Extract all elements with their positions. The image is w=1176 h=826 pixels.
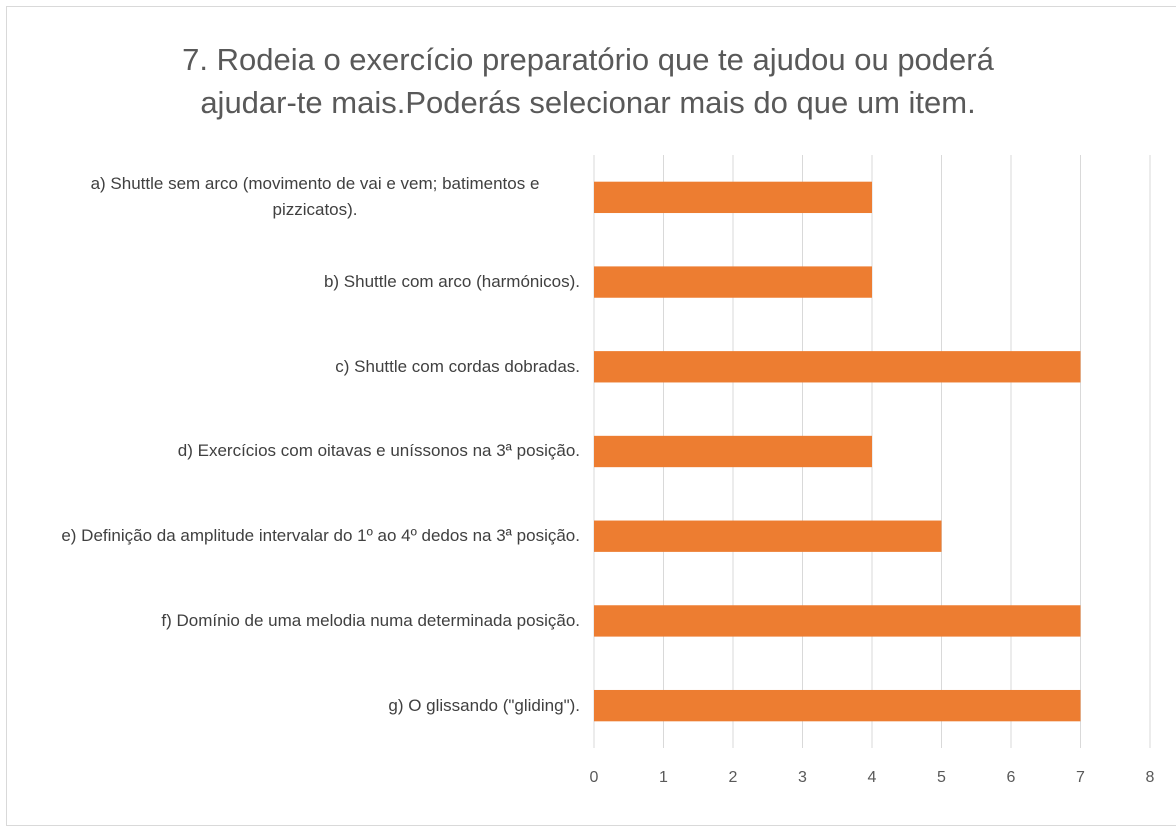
y-tick-label: a) Shuttle sem arco (movimento de vai e … <box>90 174 540 220</box>
x-tick-label: 5 <box>937 769 946 786</box>
y-tick-label-box: f) Domínio de uma melodia numa determina… <box>10 579 580 664</box>
x-tick-label: 7 <box>1076 769 1085 786</box>
chart-title: 7. Rodeia o exercício preparatório que t… <box>182 42 994 120</box>
bar <box>594 266 872 298</box>
bar <box>594 351 1081 383</box>
x-tick-label: 0 <box>590 769 599 786</box>
y-tick-label-box: e) Definição da amplitude intervalar do … <box>10 494 580 579</box>
page: 7. Rodeia o exercício preparatório que t… <box>6 6 1176 826</box>
bar <box>594 435 872 468</box>
x-tick-label: 8 <box>1146 769 1155 786</box>
y-tick-label: d) Exercícios com oitavas e uníssonos na… <box>177 441 580 461</box>
x-tick-label: 3 <box>798 769 807 786</box>
y-tick-label: g) O glissando ("gliding"). <box>388 695 580 715</box>
bar <box>594 181 872 214</box>
y-tick-label: c) Shuttle com cordas dobradas. <box>335 356 580 376</box>
y-tick-label: b) Shuttle com arco (harmónicos). <box>323 272 580 292</box>
y-tick-label: e) Definição da amplitude intervalar do … <box>61 526 580 546</box>
bar <box>594 689 1081 722</box>
y-tick-label-box: g) O glissando ("gliding"). <box>10 663 580 748</box>
y-tick-label-box: c) Shuttle com cordas dobradas. <box>10 324 580 409</box>
y-tick-label: f) Domínio de uma melodia numa determina… <box>161 610 580 630</box>
x-tick-label: 2 <box>729 769 738 786</box>
bar <box>594 605 1081 637</box>
y-tick-label-box: a) Shuttle sem arco (movimento de vai e … <box>10 155 580 240</box>
y-tick-label-box: d) Exercícios com oitavas e uníssonos na… <box>10 409 580 494</box>
x-tick-label: 4 <box>868 769 877 786</box>
x-tick-label: 6 <box>1007 769 1016 786</box>
y-tick-label-box: b) Shuttle com arco (harmónicos). <box>10 240 580 325</box>
x-tick-label: 1 <box>659 769 668 786</box>
chart: 0 1 2 3 4 5 6 7 8 <box>590 155 1155 786</box>
bar <box>594 520 942 552</box>
